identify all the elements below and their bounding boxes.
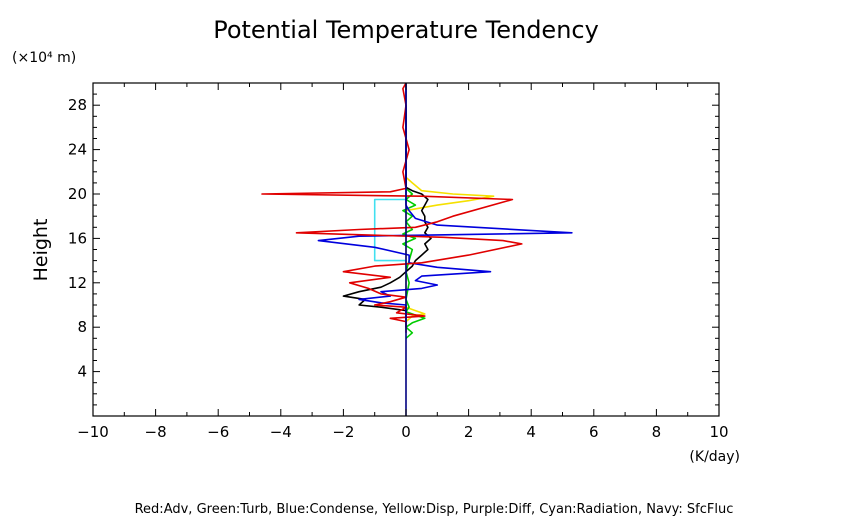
y-tick-label: 24 bbox=[68, 141, 87, 159]
series-line-red bbox=[261, 82, 523, 333]
x-tick-label: 0 bbox=[401, 423, 411, 441]
series-line-cyan bbox=[373, 198, 406, 262]
x-tick-label: 4 bbox=[526, 423, 536, 441]
y-unit-label: (×10⁴ m) bbox=[12, 50, 76, 66]
x-axis-label: (K/day) bbox=[689, 449, 740, 465]
y-tick-label: 16 bbox=[68, 229, 87, 247]
y-tick-label: 12 bbox=[68, 274, 87, 292]
y-tick-label: 28 bbox=[68, 96, 87, 114]
series-line-black bbox=[342, 105, 432, 328]
footer-legend: Red:Adv, Green:Turb, Blue:Condense, Yell… bbox=[135, 502, 734, 517]
x-tick-label: −2 bbox=[332, 423, 354, 441]
y-tick-label: 4 bbox=[77, 363, 87, 381]
x-tick-label: 6 bbox=[589, 423, 599, 441]
x-tick-label: −6 bbox=[207, 423, 229, 441]
y-tick-label: 8 bbox=[77, 318, 87, 336]
series-layer bbox=[261, 82, 573, 416]
series-line-yellow bbox=[405, 176, 495, 323]
x-tick-label: 2 bbox=[464, 423, 474, 441]
x-tick-label: −8 bbox=[145, 423, 167, 441]
x-tick-label: −4 bbox=[270, 423, 292, 441]
x-tick-label: −10 bbox=[77, 423, 109, 441]
x-tick-label: 8 bbox=[652, 423, 662, 441]
x-tick-label: 10 bbox=[709, 423, 728, 441]
chart-title: Potential Temperature Tendency bbox=[213, 16, 599, 44]
series-line-green bbox=[402, 171, 426, 339]
y-tick-label: 20 bbox=[68, 185, 87, 203]
y-axis-label: Height bbox=[30, 219, 52, 282]
